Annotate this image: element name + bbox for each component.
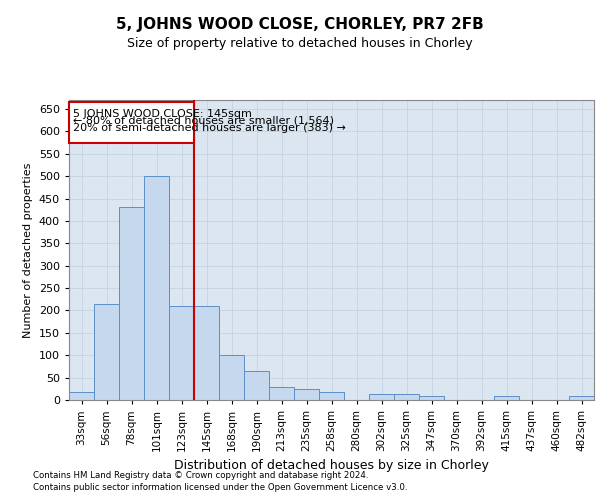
Bar [569, 396, 594, 400]
Bar [369, 394, 394, 400]
Bar [144, 176, 169, 400]
Bar [69, 392, 94, 400]
Text: 5 JOHNS WOOD CLOSE: 145sqm: 5 JOHNS WOOD CLOSE: 145sqm [73, 108, 251, 118]
Text: 20% of semi-detached houses are larger (383) →: 20% of semi-detached houses are larger (… [73, 123, 346, 133]
Bar [494, 396, 519, 400]
Bar [94, 304, 119, 400]
Bar [294, 389, 319, 400]
Bar [194, 306, 219, 400]
Bar [319, 392, 344, 400]
Y-axis label: Number of detached properties: Number of detached properties [23, 162, 33, 338]
Bar [419, 396, 444, 400]
Bar [244, 371, 269, 400]
Bar [219, 355, 244, 400]
Text: ← 80% of detached houses are smaller (1,564): ← 80% of detached houses are smaller (1,… [73, 116, 334, 126]
FancyBboxPatch shape [69, 102, 194, 142]
Text: Contains public sector information licensed under the Open Government Licence v3: Contains public sector information licen… [33, 483, 407, 492]
Text: Contains HM Land Registry data © Crown copyright and database right 2024.: Contains HM Land Registry data © Crown c… [33, 470, 368, 480]
Text: 5, JOHNS WOOD CLOSE, CHORLEY, PR7 2FB: 5, JOHNS WOOD CLOSE, CHORLEY, PR7 2FB [116, 18, 484, 32]
X-axis label: Distribution of detached houses by size in Chorley: Distribution of detached houses by size … [174, 460, 489, 472]
Text: Size of property relative to detached houses in Chorley: Size of property relative to detached ho… [127, 38, 473, 51]
Bar [269, 388, 294, 400]
Bar [394, 394, 419, 400]
Bar [119, 208, 144, 400]
Bar [169, 306, 194, 400]
